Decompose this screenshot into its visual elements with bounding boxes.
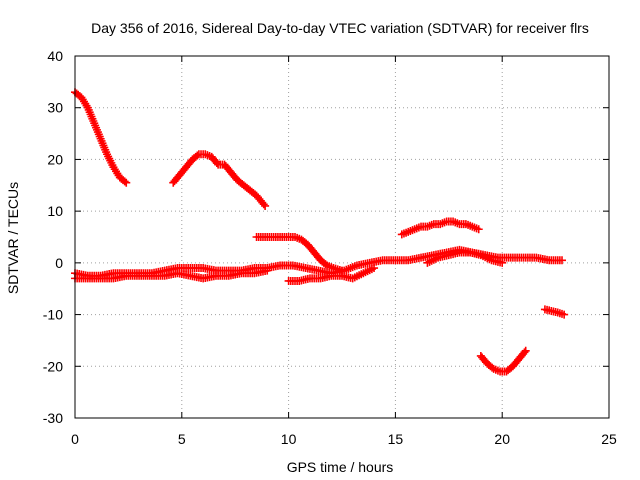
series-arc-7 xyxy=(397,217,483,239)
series-arc-9 xyxy=(476,346,530,376)
x-tick-label: 20 xyxy=(494,431,510,447)
y-tick-label: 40 xyxy=(47,48,63,64)
data-point-marker xyxy=(193,151,202,160)
x-tick-label: 25 xyxy=(601,431,617,447)
data-point-marker xyxy=(474,225,483,234)
data-point-marker xyxy=(560,310,569,319)
y-axis-label: SDTVAR / TECUs xyxy=(5,182,21,294)
y-tick-label: -20 xyxy=(43,358,63,374)
y-tick-label: 20 xyxy=(47,151,63,167)
data-point-marker xyxy=(120,177,129,186)
y-tick-label: 30 xyxy=(47,100,63,116)
data-point-marker xyxy=(261,201,270,210)
x-tick-label: 0 xyxy=(71,431,79,447)
series-arc-2 xyxy=(169,150,270,210)
plot-frame xyxy=(74,55,610,419)
data-point-marker xyxy=(259,200,268,209)
y-tick-label: -30 xyxy=(43,410,63,426)
series-arc-5 xyxy=(71,266,272,283)
data-point-marker xyxy=(558,256,567,265)
x-axis-label: GPS time / hours xyxy=(287,459,394,475)
chart-title: Day 356 of 2016, Sidereal Day-to-day VTE… xyxy=(91,20,589,36)
series-arc-10 xyxy=(540,305,569,319)
y-tick-label: -10 xyxy=(43,307,63,323)
data-point-marker xyxy=(521,346,530,355)
series-arc-8 xyxy=(423,248,507,267)
x-tick-label: 10 xyxy=(281,431,297,447)
data-point-marker xyxy=(498,258,507,267)
x-tick-label: 15 xyxy=(388,431,404,447)
y-tick-label: 0 xyxy=(55,255,63,271)
series-arc-6 xyxy=(284,264,379,285)
y-tick-label: 10 xyxy=(47,203,63,219)
data-point-marker xyxy=(122,178,131,187)
series-arc-1 xyxy=(71,88,131,187)
data-point-marker xyxy=(520,348,529,357)
data-series xyxy=(71,88,569,376)
x-tick-label: 5 xyxy=(178,431,186,447)
axis-ticks: 0 5 10 15 20 25 -30 -20 -10 0 10 20 30 40 xyxy=(43,48,617,447)
data-point-marker xyxy=(263,266,272,275)
data-point-marker xyxy=(370,264,379,273)
